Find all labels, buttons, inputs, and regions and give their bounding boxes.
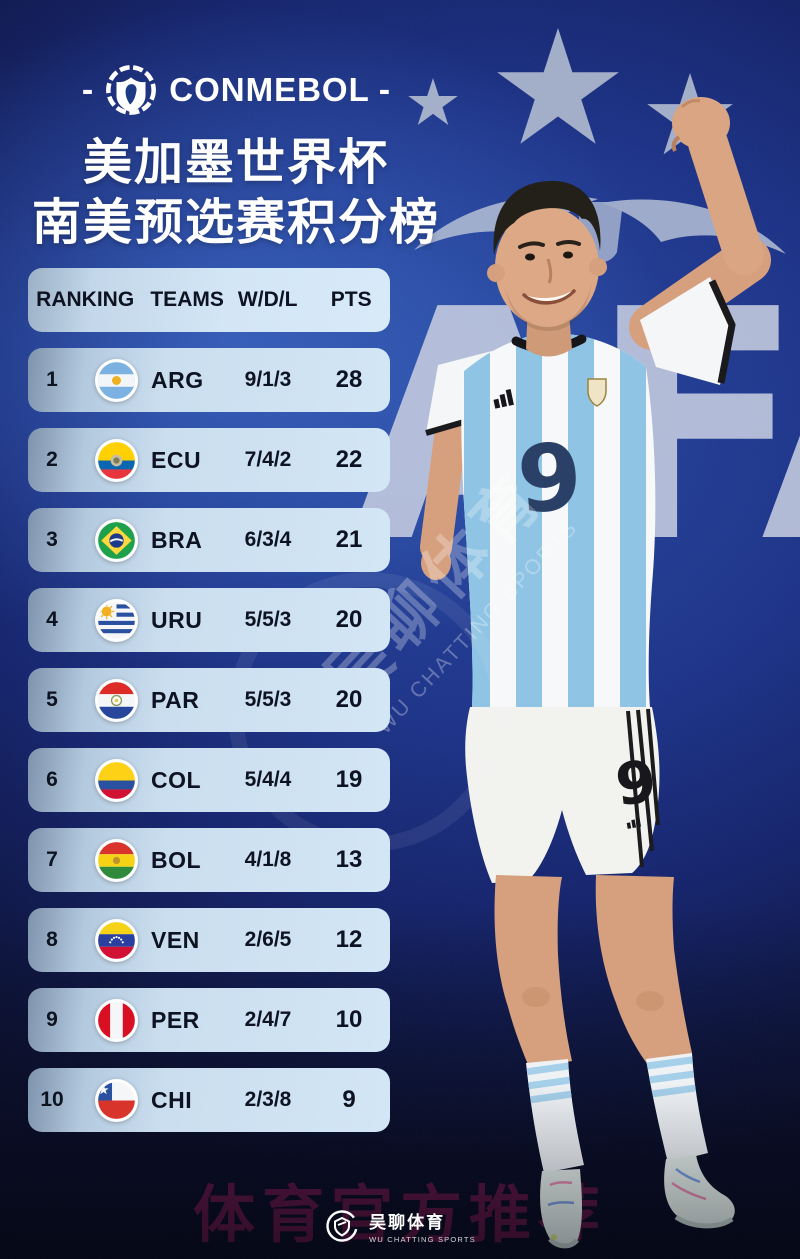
team-flag-icon xyxy=(95,839,138,882)
player-socks xyxy=(526,1053,708,1173)
rank-cell: 6 xyxy=(46,768,58,791)
rank-cell: 1 xyxy=(46,368,58,391)
header-wdl: W/D/L xyxy=(237,288,298,311)
team-code: URU xyxy=(151,606,203,633)
player-head xyxy=(487,180,607,357)
team-code: PAR xyxy=(151,686,200,713)
player-shorts: 9 xyxy=(465,707,660,883)
team-flag-icon xyxy=(95,679,138,722)
team-code: BRA xyxy=(151,526,203,553)
wdl-cell: 5/5/3 xyxy=(244,688,292,711)
pts-cell: 22 xyxy=(335,446,363,473)
table-row: 8 VEN 2/6/5 12 xyxy=(28,908,390,972)
table-row: 9 PER 2/4/7 10 xyxy=(28,988,390,1052)
pts-cell: 19 xyxy=(335,766,363,793)
brand-dash-left: - xyxy=(81,71,94,109)
team-flag-icon xyxy=(95,599,138,642)
team-flag-icon xyxy=(95,519,138,562)
wdl-cell: 2/6/5 xyxy=(244,928,292,951)
rank-cell: 9 xyxy=(46,1008,58,1031)
wdl-cell: 5/5/3 xyxy=(244,608,292,631)
pts-cell: 9 xyxy=(342,1086,356,1113)
wdl-cell: 9/1/3 xyxy=(244,368,292,391)
table-row: 3 BRA 6/3/4 21 xyxy=(28,508,390,572)
player-jersey: 9 xyxy=(461,333,656,707)
pts-cell: 10 xyxy=(335,1006,363,1033)
team-code: PER xyxy=(151,1006,200,1033)
jersey-number: 9 xyxy=(514,423,585,534)
table-row: 2 ECU 7/4/2 22 xyxy=(28,428,390,492)
footer: 吴聊体育 WU CHATTING SPORTS xyxy=(0,1208,800,1244)
wdl-cell: 7/4/2 xyxy=(244,448,292,471)
team-flag-icon xyxy=(95,359,138,402)
standings-rows: 1 ARG 9/1/3 28 2 ECU 7/4/2 22 3 BRA 6/3/… xyxy=(28,348,390,1132)
rank-cell: 5 xyxy=(46,688,58,711)
table-row: 7 BOL 4/1/8 13 xyxy=(28,828,390,892)
team-code: ARG xyxy=(151,366,204,393)
table-row: 5 PAR 5/5/3 20 xyxy=(28,668,390,732)
team-code: VEN xyxy=(151,926,200,953)
wdl-cell: 2/4/7 xyxy=(244,1008,292,1031)
rank-cell: 8 xyxy=(46,928,58,951)
table-row: 10 CHI 2/3/8 9 xyxy=(28,1068,390,1132)
wdl-cell: 4/1/8 xyxy=(244,848,292,871)
footer-brand: 吴聊体育 WU CHATTING SPORTS xyxy=(369,1208,476,1244)
footer-name-en: WU CHATTING SPORTS xyxy=(369,1235,476,1244)
page-title: 美加墨世界杯 南美预选赛积分榜 xyxy=(10,134,462,254)
title-line1: 美加墨世界杯 xyxy=(82,136,389,190)
wdl-cell: 2/3/8 xyxy=(244,1088,292,1111)
team-flag-icon xyxy=(95,759,138,802)
pts-cell: 28 xyxy=(335,366,363,393)
header-teams: TEAMS xyxy=(150,288,224,311)
standings-table: RANKING TEAMS W/D/L PTS 1 ARG 9/1/3 28 2… xyxy=(28,268,390,1132)
conmebol-logo-icon xyxy=(106,65,157,115)
rank-cell: 7 xyxy=(46,848,58,871)
title-line2: 南美预选赛积分榜 xyxy=(31,195,440,250)
pts-cell: 13 xyxy=(335,846,363,873)
team-code: BOL xyxy=(151,846,202,873)
table-row: 4 URU 5/5/3 20 xyxy=(28,588,390,652)
pts-cell: 20 xyxy=(335,606,363,633)
team-flag-icon xyxy=(95,919,138,962)
team-flag-icon xyxy=(95,1079,138,1122)
rank-cell: 10 xyxy=(40,1088,64,1111)
team-code: COL xyxy=(151,766,202,793)
table-header: RANKING TEAMS W/D/L PTS xyxy=(28,268,390,332)
rank-cell: 2 xyxy=(46,448,58,471)
wu-sports-logo-icon xyxy=(326,1210,358,1242)
table-row: 1 ARG 9/1/3 28 xyxy=(28,348,390,412)
header: - CONMEBOL - 美加墨世界杯 南美预选赛积分榜 xyxy=(10,58,462,254)
wdl-cell: 5/4/4 xyxy=(244,768,292,791)
header-pts: PTS xyxy=(330,288,372,311)
rank-cell: 4 xyxy=(46,608,58,631)
pts-cell: 20 xyxy=(335,686,363,713)
brand-row: - CONMEBOL - xyxy=(10,58,462,122)
player-legs xyxy=(494,875,692,1069)
team-flag-icon xyxy=(95,439,138,482)
footer-name-cn: 吴聊体育 xyxy=(369,1213,446,1232)
shorts-number: 9 xyxy=(612,747,659,819)
brand-name: CONMEBOL xyxy=(169,71,370,108)
rank-cell: 3 xyxy=(46,528,58,551)
pts-cell: 12 xyxy=(335,926,363,953)
player-fist xyxy=(672,97,730,149)
brand-dash-right: - xyxy=(378,71,391,109)
team-code: ECU xyxy=(151,446,202,473)
pts-cell: 21 xyxy=(335,526,363,553)
wdl-cell: 6/3/4 xyxy=(244,528,292,551)
table-row: 6 COL 5/4/4 19 xyxy=(28,748,390,812)
header-ranking: RANKING xyxy=(36,288,135,311)
team-code: CHI xyxy=(151,1086,193,1113)
team-flag-icon xyxy=(95,999,138,1042)
